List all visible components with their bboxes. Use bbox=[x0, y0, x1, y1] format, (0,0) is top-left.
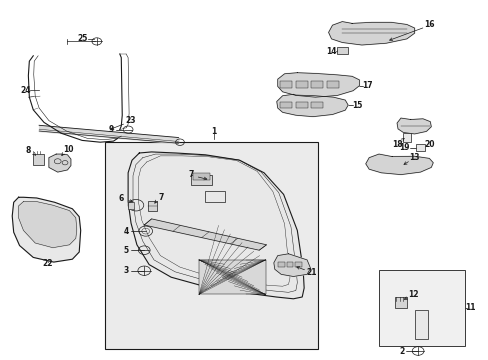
Text: 1: 1 bbox=[211, 127, 216, 136]
Polygon shape bbox=[276, 94, 347, 117]
Text: 13: 13 bbox=[408, 153, 419, 162]
Bar bbox=[336, 47, 347, 54]
Text: 3: 3 bbox=[123, 266, 128, 275]
Bar bbox=[402, 133, 410, 142]
Bar bbox=[295, 102, 307, 108]
Text: 11: 11 bbox=[464, 303, 475, 312]
Bar bbox=[199, 260, 265, 294]
Text: 25: 25 bbox=[77, 35, 87, 44]
Bar bbox=[415, 144, 425, 151]
Text: 4: 4 bbox=[123, 227, 128, 236]
Bar bbox=[128, 202, 134, 209]
Bar bbox=[326, 81, 338, 88]
Polygon shape bbox=[49, 154, 71, 172]
Bar bbox=[414, 310, 427, 339]
Text: 16: 16 bbox=[423, 20, 434, 29]
Text: 18: 18 bbox=[391, 140, 402, 149]
Text: 2: 2 bbox=[399, 346, 404, 356]
Bar bbox=[394, 297, 406, 308]
Bar bbox=[280, 81, 291, 88]
Text: 9: 9 bbox=[109, 125, 114, 134]
Text: 23: 23 bbox=[125, 117, 136, 126]
Bar bbox=[311, 81, 323, 88]
Bar bbox=[378, 270, 464, 346]
Text: 17: 17 bbox=[362, 81, 372, 90]
Text: 7: 7 bbox=[188, 170, 193, 179]
Polygon shape bbox=[128, 152, 304, 299]
Polygon shape bbox=[19, 202, 77, 248]
Text: 21: 21 bbox=[306, 269, 317, 277]
Bar bbox=[147, 201, 157, 211]
Text: 22: 22 bbox=[42, 259, 53, 268]
Polygon shape bbox=[396, 118, 430, 134]
Text: 19: 19 bbox=[399, 143, 409, 152]
Text: 24: 24 bbox=[20, 86, 31, 95]
Text: 20: 20 bbox=[423, 140, 434, 149]
Bar bbox=[191, 175, 211, 185]
Polygon shape bbox=[277, 73, 359, 97]
Bar bbox=[192, 173, 210, 180]
Polygon shape bbox=[328, 22, 414, 45]
Polygon shape bbox=[273, 254, 310, 276]
Bar bbox=[286, 262, 293, 267]
Polygon shape bbox=[144, 219, 266, 250]
Text: 8: 8 bbox=[26, 146, 31, 155]
Bar bbox=[204, 191, 225, 202]
Bar bbox=[105, 142, 317, 349]
Text: 7: 7 bbox=[159, 193, 163, 202]
Text: 10: 10 bbox=[63, 145, 74, 154]
Bar bbox=[280, 102, 291, 108]
Bar bbox=[295, 81, 307, 88]
Text: 15: 15 bbox=[351, 101, 362, 110]
Text: 6: 6 bbox=[119, 194, 123, 202]
Bar bbox=[33, 154, 43, 165]
Bar bbox=[311, 102, 323, 108]
Text: 14: 14 bbox=[325, 47, 336, 56]
Text: 5: 5 bbox=[123, 246, 128, 255]
Bar bbox=[277, 262, 284, 267]
Polygon shape bbox=[12, 197, 81, 262]
Polygon shape bbox=[365, 154, 432, 175]
Bar bbox=[295, 262, 302, 267]
Text: 12: 12 bbox=[407, 290, 418, 299]
